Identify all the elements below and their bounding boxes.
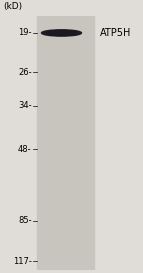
Text: 26-: 26- — [18, 68, 31, 77]
Bar — [36, 16, 94, 270]
Ellipse shape — [49, 31, 74, 35]
Text: 85-: 85- — [18, 216, 31, 225]
Ellipse shape — [41, 30, 82, 36]
Text: ATP5H: ATP5H — [100, 28, 132, 38]
Text: 117-: 117- — [13, 257, 31, 266]
Ellipse shape — [45, 31, 78, 35]
Text: 48-: 48- — [18, 145, 31, 154]
Text: 19-: 19- — [18, 28, 31, 37]
Text: 34-: 34- — [18, 102, 31, 111]
Text: (kD): (kD) — [3, 2, 22, 11]
